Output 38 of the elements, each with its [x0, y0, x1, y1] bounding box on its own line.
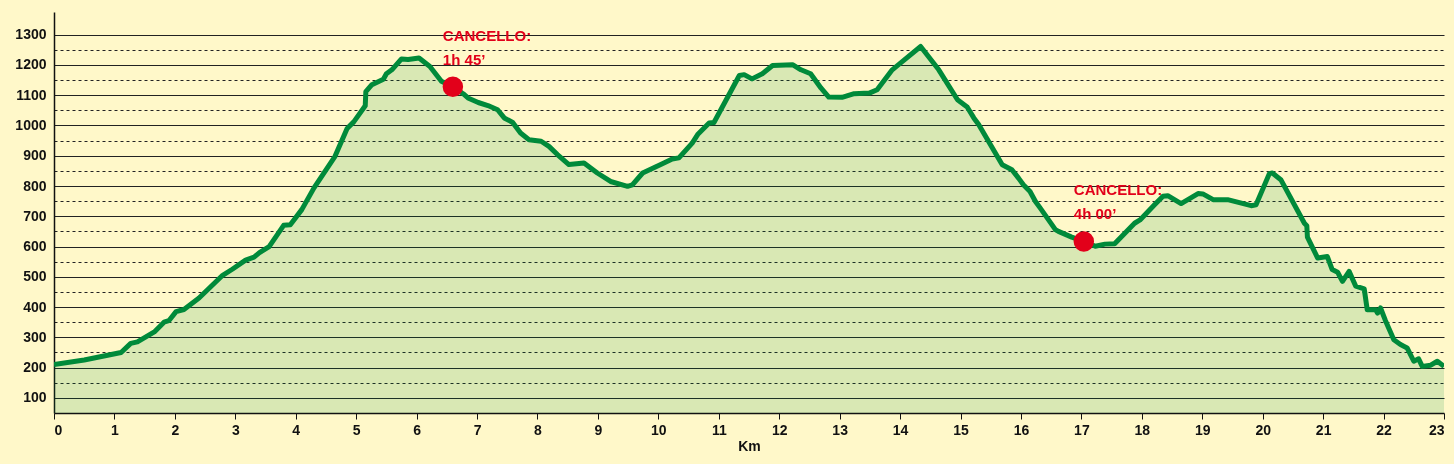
x-tick-label: 21 — [1315, 421, 1332, 438]
y-tick-label: 1200 — [15, 56, 47, 73]
x-tick-label: 0 — [54, 421, 63, 438]
x-tick-label: 18 — [1134, 421, 1151, 438]
y-tick-label: 500 — [23, 268, 47, 285]
x-tick-label: 6 — [413, 421, 422, 438]
y-tick-label: 400 — [23, 298, 47, 315]
x-tick-label: 17 — [1074, 421, 1090, 438]
x-tick-label: 9 — [594, 421, 603, 438]
x-tick-label: 16 — [1013, 421, 1030, 438]
y-tick-label: 800 — [23, 177, 47, 194]
x-tick-label: 3 — [231, 421, 240, 438]
x-tick-label: 1 — [111, 421, 120, 438]
x-tick-label: 20 — [1255, 421, 1272, 438]
x-tick-label: 23 — [1428, 421, 1445, 438]
y-tick-label: 1000 — [15, 116, 47, 133]
x-tick-label: 11 — [711, 421, 727, 438]
x-tick-label: 13 — [832, 421, 849, 438]
x-tick-label: 12 — [771, 421, 788, 438]
x-tick-label: 14 — [892, 421, 909, 438]
y-tick-label: 600 — [23, 238, 47, 255]
y-tick-label: 1100 — [16, 86, 47, 103]
x-tick-label: 10 — [651, 421, 667, 438]
y-tick-label: 200 — [23, 359, 47, 376]
x-tick-label: 22 — [1376, 421, 1393, 438]
y-tick-label: 100 — [23, 389, 47, 406]
x-tick-label: 15 — [953, 421, 970, 438]
y-tick-label: 700 — [23, 207, 47, 224]
y-tick-label: 1300 — [15, 26, 47, 43]
x-tick-label: 19 — [1194, 421, 1211, 438]
x-axis-title: Km — [738, 437, 761, 454]
x-tick-label: 4 — [292, 421, 301, 438]
x-tick-label: 2 — [171, 421, 180, 438]
x-tick-label: 8 — [534, 421, 543, 438]
x-tick-label: 5 — [352, 421, 361, 438]
y-tick-label: 300 — [23, 328, 47, 345]
y-tick-label: 900 — [23, 147, 47, 164]
x-tick-label: 7 — [473, 421, 482, 438]
